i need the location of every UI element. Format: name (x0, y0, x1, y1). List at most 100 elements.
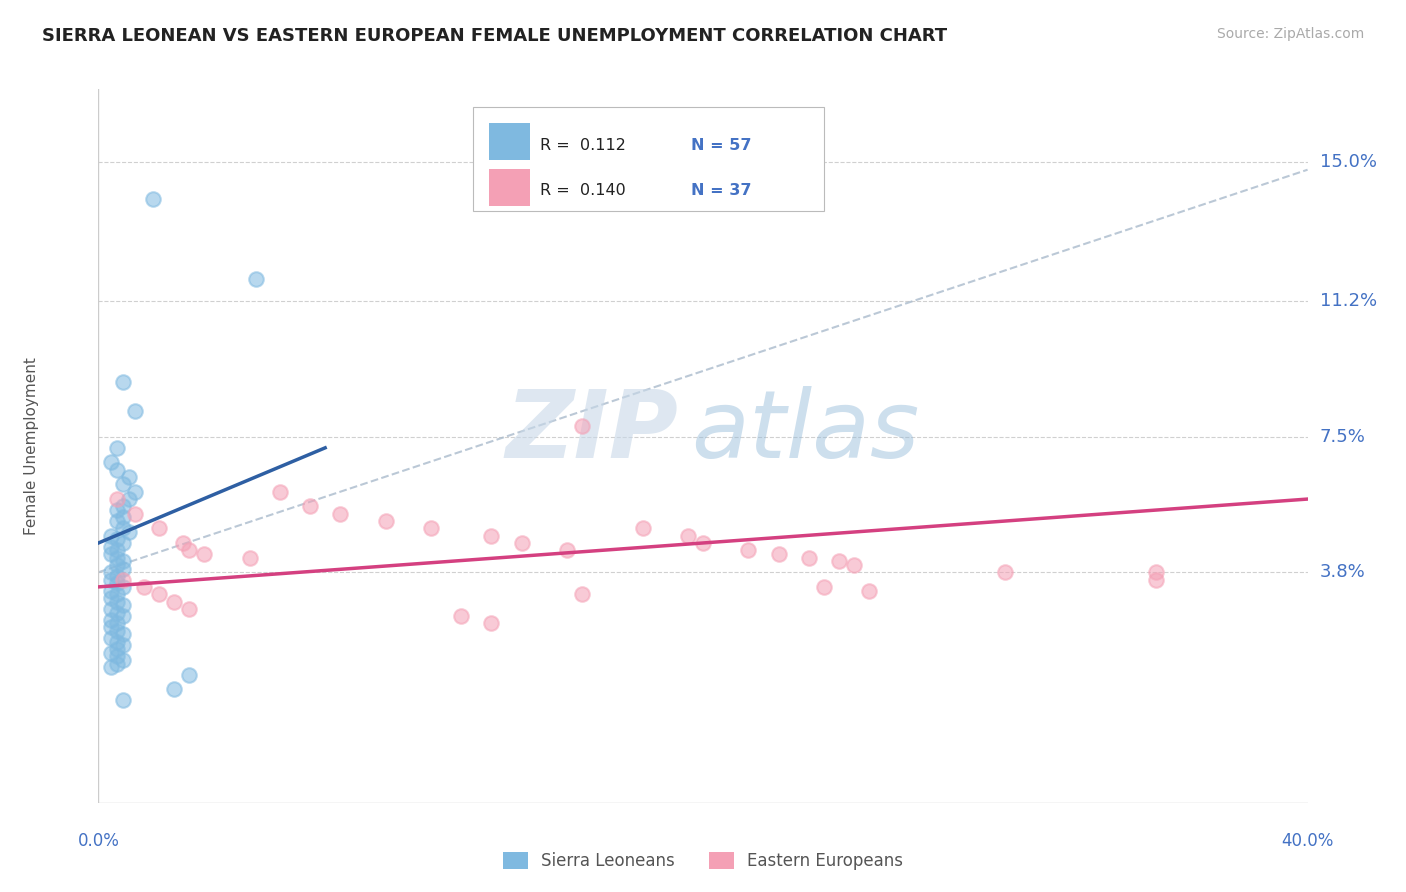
Point (105, 533, 128, 547)
Text: 0.0%: 0.0% (77, 832, 120, 850)
Point (172, 536, 194, 550)
Point (132, 580, 155, 594)
Text: ZIP: ZIP (506, 385, 679, 478)
Point (374, 514, 396, 528)
Point (105, 649, 128, 664)
Point (105, 463, 128, 477)
Point (111, 609, 134, 624)
Point (105, 634, 128, 648)
Point (100, 591, 122, 605)
Point (105, 514, 128, 528)
Point (100, 529, 122, 543)
Point (118, 491, 141, 506)
Point (111, 598, 134, 612)
Point (1144, 573, 1167, 587)
Point (105, 491, 128, 506)
Point (105, 543, 128, 558)
Point (692, 536, 714, 550)
Point (177, 667, 201, 681)
Text: SIERRA LEONEAN VS EASTERN EUROPEAN FEMALE UNEMPLOYMENT CORRELATION CHART: SIERRA LEONEAN VS EASTERN EUROPEAN FEMAL… (42, 27, 948, 45)
Point (737, 543, 759, 558)
Point (105, 606, 128, 620)
Point (124, 404, 146, 418)
Text: N = 37: N = 37 (690, 183, 751, 198)
Point (994, 566, 1017, 580)
Point (111, 561, 134, 575)
Point (828, 554, 851, 568)
Point (177, 602, 201, 616)
Point (100, 573, 122, 587)
Point (105, 441, 128, 455)
Point (510, 536, 533, 550)
Text: atlas: atlas (690, 386, 920, 477)
Point (858, 583, 880, 598)
Point (111, 500, 134, 514)
Point (100, 631, 122, 645)
Point (419, 521, 441, 535)
Point (571, 587, 593, 601)
Text: 15.0%: 15.0% (1320, 153, 1376, 171)
Point (100, 583, 122, 598)
Point (299, 500, 322, 514)
Text: R =  0.140: R = 0.140 (540, 183, 626, 198)
Point (105, 503, 128, 517)
Point (105, 558, 128, 572)
Point (797, 550, 820, 565)
Point (118, 524, 141, 539)
Point (555, 543, 578, 558)
Point (100, 620, 122, 634)
Point (1144, 566, 1167, 580)
FancyBboxPatch shape (489, 123, 530, 161)
Point (105, 616, 128, 631)
Text: Female Unemployment: Female Unemployment (24, 357, 39, 535)
Point (111, 536, 134, 550)
Point (481, 616, 503, 631)
Point (163, 682, 186, 697)
Point (100, 547, 122, 561)
Point (245, 272, 267, 286)
Point (105, 624, 128, 638)
Point (100, 646, 122, 660)
Point (177, 543, 201, 558)
Point (813, 580, 835, 594)
Text: Source: ZipAtlas.com: Source: ZipAtlas.com (1216, 27, 1364, 41)
Point (105, 657, 128, 671)
Point (100, 566, 122, 580)
Point (100, 660, 122, 674)
Point (148, 521, 170, 535)
Point (100, 455, 122, 469)
Point (450, 609, 472, 624)
Text: 3.8%: 3.8% (1320, 563, 1365, 582)
Point (105, 642, 128, 657)
Text: 40.0%: 40.0% (1281, 832, 1334, 850)
Point (631, 521, 654, 535)
Text: 11.2%: 11.2% (1320, 293, 1376, 310)
Point (111, 375, 134, 389)
Point (118, 470, 141, 484)
Point (111, 554, 134, 568)
Point (124, 507, 146, 521)
Legend: Sierra Leoneans, Eastern Europeans: Sierra Leoneans, Eastern Europeans (496, 845, 910, 877)
Point (148, 587, 170, 601)
Point (111, 639, 134, 653)
Text: 7.5%: 7.5% (1320, 428, 1365, 446)
Point (571, 418, 593, 433)
Point (269, 484, 291, 499)
Text: R =  0.112: R = 0.112 (540, 137, 626, 153)
Point (100, 540, 122, 554)
Point (111, 521, 134, 535)
Point (105, 576, 128, 591)
Point (111, 653, 134, 667)
Point (100, 613, 122, 627)
Point (111, 580, 134, 594)
Point (239, 550, 262, 565)
Point (768, 547, 790, 561)
Point (111, 573, 134, 587)
Point (124, 484, 146, 499)
Point (111, 477, 134, 491)
FancyBboxPatch shape (489, 169, 530, 206)
Point (105, 550, 128, 565)
FancyBboxPatch shape (474, 107, 824, 211)
Point (105, 569, 128, 583)
Point (676, 529, 699, 543)
